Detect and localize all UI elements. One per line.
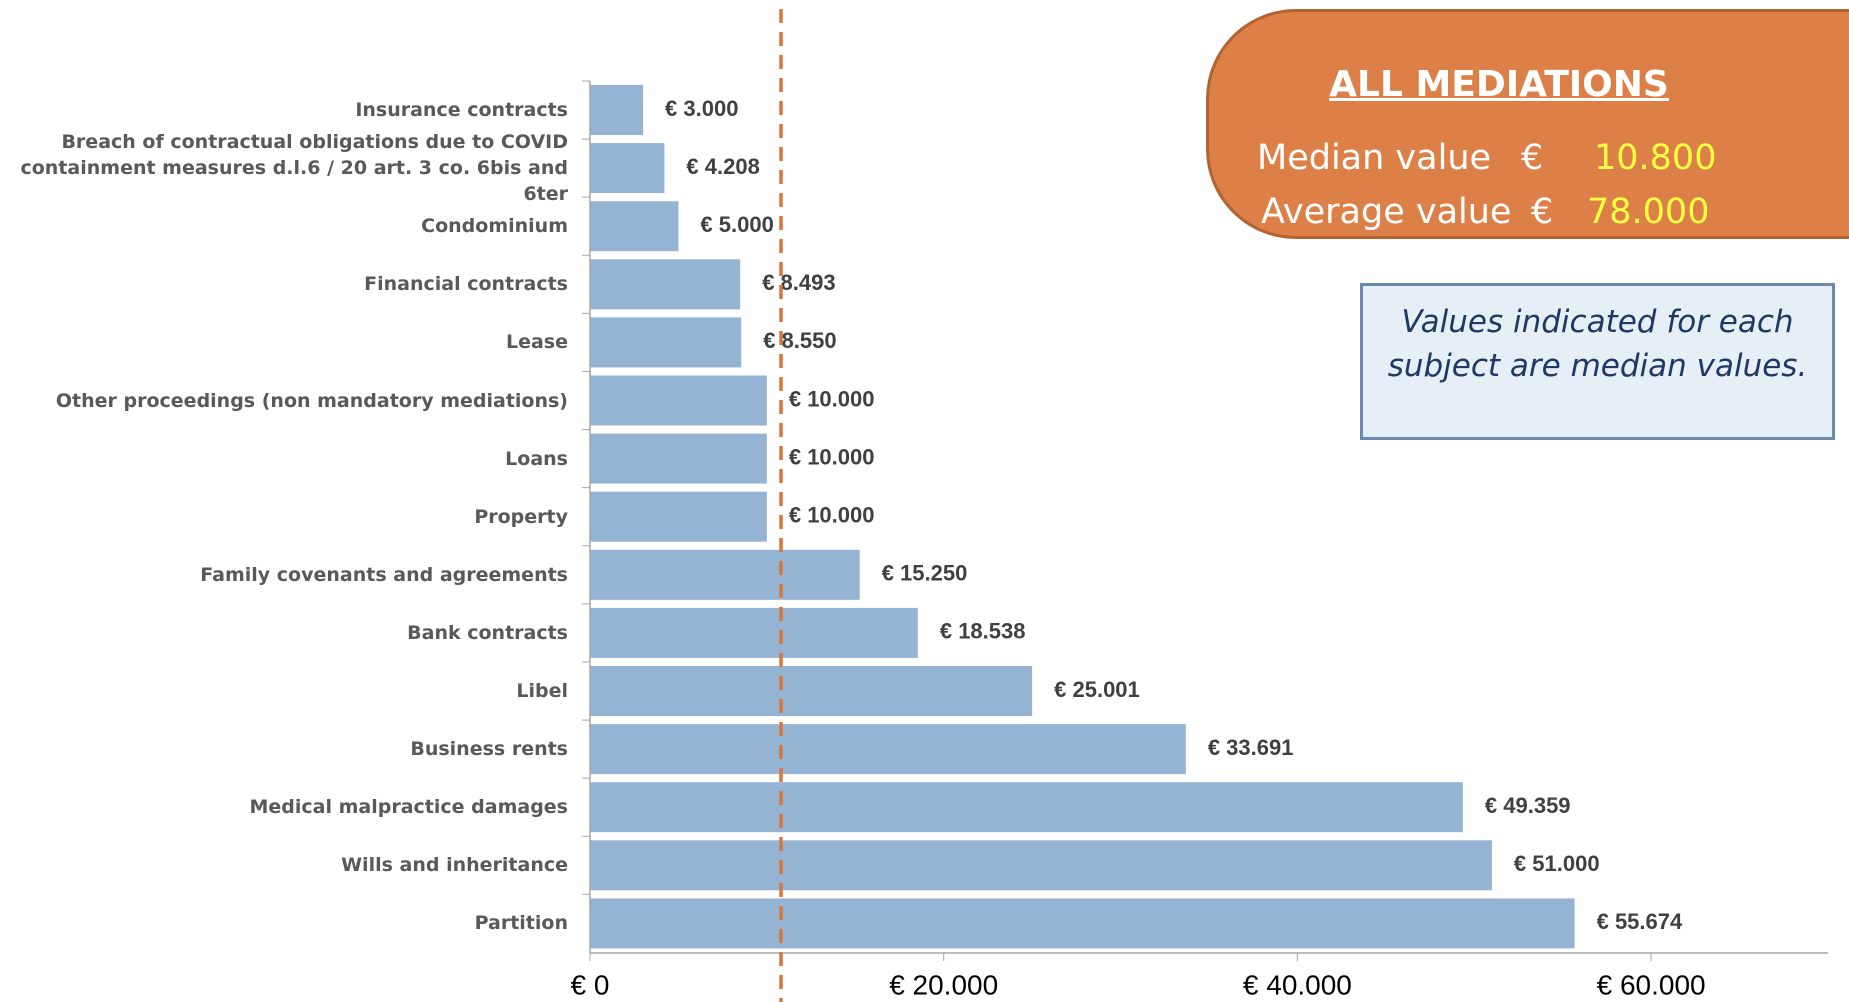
bar	[590, 143, 665, 194]
average-currency: €	[1531, 192, 1554, 232]
average-value: 78.000	[1587, 192, 1710, 232]
value-label: € 10.000	[789, 386, 875, 411]
value-label: € 8.493	[762, 270, 835, 295]
bar	[590, 898, 1575, 949]
median-currency: €	[1521, 138, 1544, 178]
x-tick-label: € 20.000	[889, 969, 998, 1000]
category-label: Other proceedings (non mandatory mediati…	[55, 389, 568, 412]
summary-box: ALL MEDIATIONS Median value € 10.800 Ave…	[1206, 9, 1849, 239]
value-label: € 49.359	[1485, 793, 1571, 818]
bar	[590, 433, 767, 484]
note: Values indicated for each subject are me…	[1360, 283, 1835, 440]
value-label: € 51.000	[1514, 851, 1600, 876]
bar	[590, 549, 860, 600]
bar	[590, 317, 742, 368]
value-label: € 25.001	[1054, 677, 1140, 702]
value-label: € 18.538	[940, 619, 1026, 644]
value-label: € 10.000	[789, 444, 875, 469]
bar	[590, 259, 741, 310]
bar	[590, 491, 767, 542]
bar	[590, 85, 644, 135]
value-label: € 15.250	[882, 561, 968, 586]
value-label: € 8.550	[763, 328, 836, 353]
category-label: Property	[474, 505, 568, 528]
value-label: € 4.208	[686, 154, 759, 179]
x-tick-label: € 60.000	[1597, 969, 1706, 1000]
category-label: Insurance contracts	[355, 99, 568, 121]
value-label: € 5.000	[700, 212, 773, 237]
category-label: Partition	[474, 912, 568, 935]
x-tick-label: € 40.000	[1243, 969, 1352, 1000]
value-label: € 33.691	[1208, 735, 1294, 760]
category-label: Bank contracts	[407, 621, 568, 644]
bar	[590, 201, 679, 252]
bar	[590, 724, 1186, 775]
category-label: Lease	[505, 331, 568, 354]
category-label: Wills and inheritance	[341, 854, 568, 877]
bar	[590, 666, 1033, 716]
category-label: Medical malpractice damages	[249, 796, 568, 819]
category-label: Breach of contractual obligations due to…	[20, 131, 568, 206]
median-value: 10.800	[1594, 138, 1717, 178]
value-label: € 55.674	[1597, 909, 1683, 934]
bar	[590, 782, 1463, 833]
value-label: € 3.000	[665, 96, 738, 121]
category-label: Business rents	[410, 738, 568, 761]
value-label: € 10.000	[789, 503, 875, 528]
bar	[590, 607, 918, 658]
summary-title: ALL MEDIATIONS	[1329, 64, 1669, 105]
median-label: Median value	[1257, 138, 1492, 178]
bar	[590, 840, 1492, 891]
category-label: Libel	[516, 680, 568, 702]
category-label: Loans	[505, 447, 568, 470]
category-label: Condominium	[421, 215, 568, 238]
x-tick-label: € 0	[571, 969, 610, 1000]
bar	[590, 375, 767, 426]
category-label: Family covenants and agreements	[200, 563, 568, 586]
average-label: Average value	[1261, 192, 1512, 232]
category-label: Financial contracts	[364, 273, 568, 296]
